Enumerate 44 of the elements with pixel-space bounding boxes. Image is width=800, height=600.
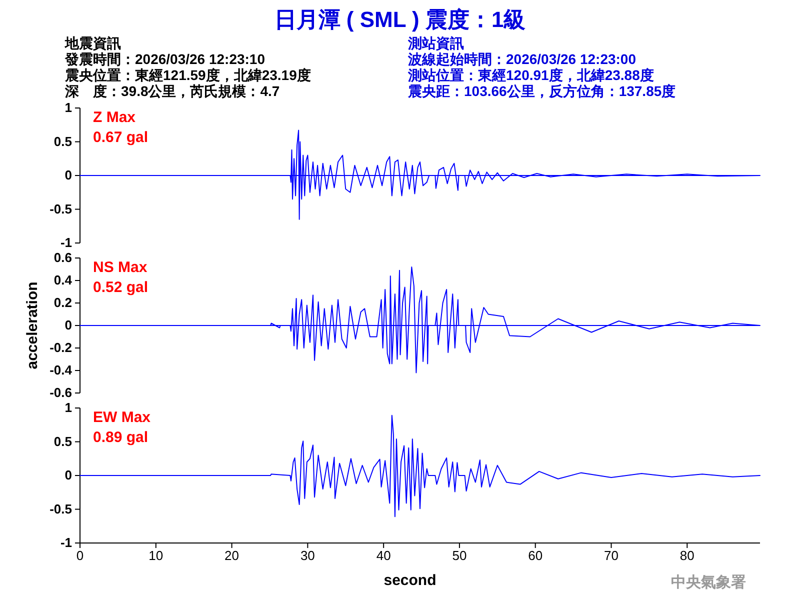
y-tick-label: 0.6	[54, 250, 72, 266]
text: 發震時間：2026/03/26 12:23:10	[64, 51, 266, 67]
y-tick-label: -1	[60, 535, 72, 550]
x-axis-title: second	[384, 572, 436, 589]
y-tick-label: 1	[64, 400, 72, 416]
y-axis-title: acceleration	[24, 282, 41, 370]
y-tick-label: -1	[60, 235, 72, 250]
text: 深 度：39.8公里，芮氏規模：4.7	[64, 83, 280, 99]
x-tick-label: 0	[76, 548, 84, 564]
y-tick-label: 0.5	[54, 134, 72, 149]
text: 震央位置：東經121.59度，北緯23.19度	[64, 67, 311, 83]
y-tick-label: 0	[64, 468, 72, 483]
y-tick-label: 1	[64, 100, 72, 116]
annotation: 0.89 gal	[93, 429, 148, 446]
y-tick-label: -0.6	[50, 385, 72, 400]
x-tick-label: 40	[376, 548, 391, 564]
text: 測站位置：東經120.91度，北緯23.88度	[407, 67, 654, 83]
x-tick-label: 80	[680, 548, 694, 564]
y-tick-label: 0.5	[54, 434, 72, 449]
y-tick-label: 0.2	[54, 295, 72, 310]
x-tick-label: 50	[452, 548, 467, 564]
annotation: 0.67 gal	[93, 129, 148, 146]
x-tick-label: 60	[528, 548, 543, 564]
y-tick-label: -0.4	[50, 362, 73, 378]
x-tick-label: 70	[604, 548, 618, 564]
text: 中央氣象署	[671, 574, 746, 591]
annotation: 0.52 gal	[93, 279, 148, 296]
y-tick-label: 0	[64, 318, 72, 333]
y-tick-label: -0.5	[50, 201, 72, 216]
text: 測站資訊	[407, 35, 464, 51]
annotation: NS Max	[93, 259, 148, 276]
text: 波線起始時間：2026/03/26 12:23:00	[407, 51, 636, 67]
y-tick-label: -0.5	[50, 501, 72, 516]
x-tick-label: 20	[224, 548, 240, 564]
annotation: EW Max	[93, 409, 152, 426]
text: 震央距：103.66公里，反方位角：137.85度	[407, 83, 676, 99]
y-tick-label: 0.4	[54, 272, 73, 288]
x-tick-label: 30	[300, 548, 315, 564]
y-tick-label: -0.2	[50, 340, 72, 356]
annotation: Z Max	[93, 109, 136, 126]
y-tick-label: 0	[64, 168, 72, 183]
chart-title: 日月潭 ( SML ) 震度：1級	[274, 7, 526, 32]
x-tick-label: 10	[148, 548, 164, 564]
text: 地震資訊	[64, 35, 121, 51]
